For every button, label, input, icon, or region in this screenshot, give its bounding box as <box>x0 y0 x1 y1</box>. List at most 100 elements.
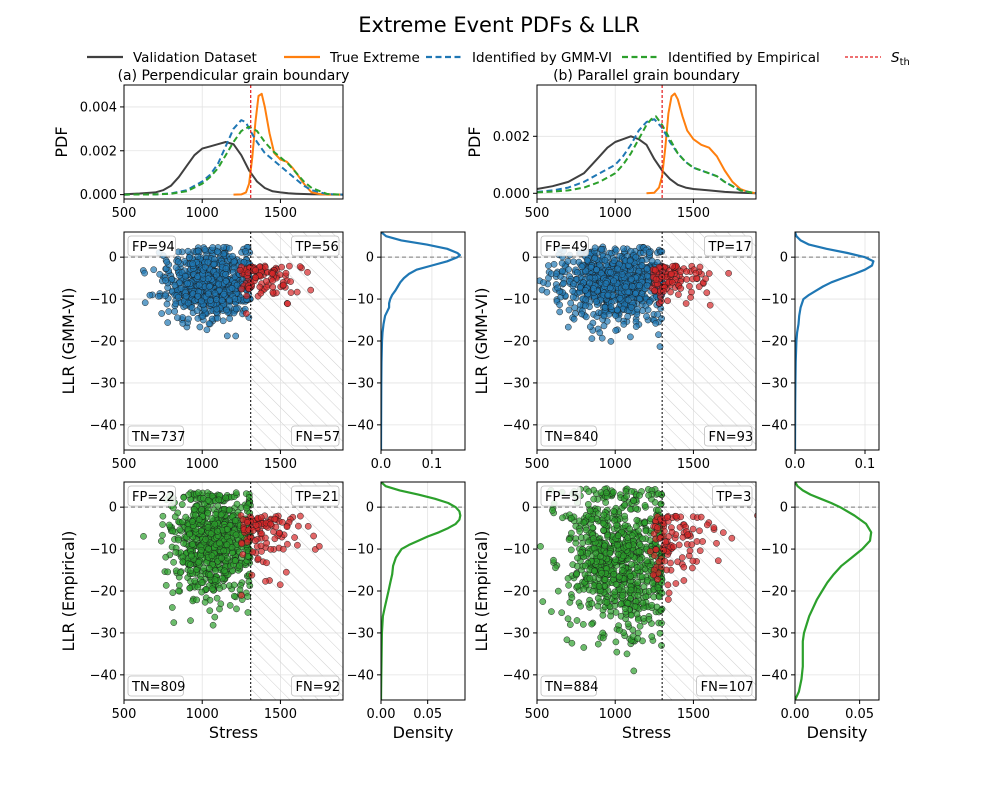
validation-pdf-line <box>537 135 756 195</box>
scatter-point <box>163 300 171 308</box>
gmm-vi-pdf-line <box>124 119 343 196</box>
scatter-point <box>219 317 227 325</box>
density-b-gmm-density <box>795 232 879 450</box>
scatter-point <box>176 526 184 533</box>
scatter-point <box>172 300 180 308</box>
scatter-point <box>620 321 628 328</box>
extreme-scatter-point <box>649 571 657 579</box>
scatter-point <box>610 570 618 578</box>
scatter-point <box>169 527 177 535</box>
axes-b-emp-density <box>794 482 879 700</box>
scatter-point <box>194 247 202 255</box>
extreme-scatter-point <box>675 541 683 549</box>
scatter-point <box>600 312 608 320</box>
scatter-point <box>642 593 650 601</box>
scatter-point <box>216 539 223 547</box>
scatter-point <box>619 591 626 599</box>
fp-count-label: FP=94 <box>132 240 175 255</box>
fp-count-box <box>127 235 176 257</box>
scatter-point <box>633 516 641 524</box>
scatter-point <box>199 312 207 320</box>
x-tick-label: 1500 <box>677 457 710 472</box>
extreme-scatter-point <box>661 557 669 565</box>
extreme-scatter-point <box>248 571 256 579</box>
scatter-point <box>594 640 602 648</box>
scatter-point <box>573 570 581 578</box>
scatter-point <box>231 557 239 565</box>
y-axis-label: LLR (Empirical) <box>472 531 491 652</box>
scatter-point <box>582 526 590 534</box>
scatter-point <box>589 524 597 532</box>
scatter-point <box>164 568 172 576</box>
fn-count-label: FN=57 <box>296 430 341 445</box>
scatter-point <box>612 246 620 254</box>
scatter-point <box>189 260 196 268</box>
scatter-point <box>638 573 646 581</box>
scatter-point <box>203 326 211 334</box>
scatter-point <box>612 556 620 564</box>
legend-threshold-sub: th <box>900 57 910 68</box>
scatter-point <box>539 598 547 605</box>
scatter-point <box>582 267 590 275</box>
extreme-scatter-point <box>663 566 670 574</box>
y-tick-label: −30 <box>503 376 530 391</box>
scatter-point <box>175 248 182 256</box>
extreme-scatter-point <box>754 512 756 519</box>
scatter-point <box>174 314 181 322</box>
scatter-point <box>211 576 219 584</box>
extreme-scatter-point <box>706 301 714 309</box>
pdf-series-a-pdf <box>124 92 343 196</box>
extreme-scatter-point <box>238 592 245 599</box>
scatter-point <box>610 277 617 285</box>
extreme-scatter-point <box>651 266 659 274</box>
axes-a-pdf <box>123 85 343 199</box>
extreme-scatter-point <box>693 538 701 545</box>
x-tick-label: 1500 <box>264 457 297 472</box>
scatter-point <box>654 490 662 497</box>
scatter-point <box>157 537 165 545</box>
scatter-point <box>588 335 596 342</box>
scatter-point <box>592 549 600 557</box>
extreme-scatter-point <box>660 547 668 554</box>
extreme-scatter-point <box>651 287 659 294</box>
scatter-point <box>600 526 607 534</box>
scatter-point <box>613 648 621 656</box>
scatter-point <box>636 541 644 548</box>
scatter-point <box>189 541 196 548</box>
fn-count-label: FN=92 <box>296 680 341 695</box>
scatter-point <box>643 281 651 289</box>
scatter-point <box>208 515 216 522</box>
scatter-point <box>627 333 634 341</box>
tn-count-box <box>127 425 184 447</box>
scatter-point <box>620 552 627 560</box>
scatter-point <box>569 293 577 301</box>
scatter-point <box>589 587 597 595</box>
y-tick-label: −30 <box>503 626 530 641</box>
extreme-scatter-point <box>256 283 264 291</box>
scatter-point <box>601 576 609 584</box>
scatter-point <box>185 315 192 323</box>
scatter-point <box>613 306 621 314</box>
scatter-point <box>572 539 580 547</box>
axes-a-emp-density <box>380 482 465 700</box>
extreme-scatter-point <box>655 558 663 565</box>
scatter-point <box>182 513 190 521</box>
scatter-point <box>580 585 588 593</box>
scatter-point <box>573 617 581 624</box>
scatter-point <box>188 304 196 312</box>
extreme-scatter-point <box>652 546 660 553</box>
y-tick-label: 0.002 <box>493 130 530 145</box>
extreme-scatter-point <box>271 535 279 543</box>
scatter-point <box>233 605 240 613</box>
extreme-scatter-point <box>662 538 669 546</box>
scatter-point <box>540 279 547 286</box>
extreme-scatter-point <box>728 534 736 542</box>
scatter-point <box>587 263 595 271</box>
scatter-point <box>213 594 221 602</box>
scatter-point <box>162 277 169 284</box>
scatter-point <box>635 267 643 275</box>
extreme-scatter-point <box>692 269 700 277</box>
extreme-scatter-point <box>668 528 676 536</box>
scatter-point <box>217 511 225 519</box>
extreme-scatter-point <box>243 292 250 300</box>
